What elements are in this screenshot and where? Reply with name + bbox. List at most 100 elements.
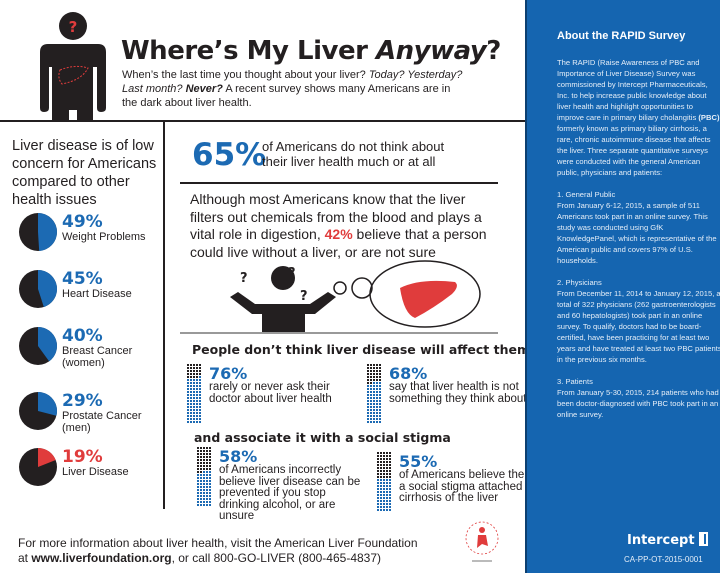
dot [196,367,198,369]
dot [380,479,382,481]
dot [206,492,208,494]
dot [376,382,378,384]
dot [377,476,379,478]
dot [190,385,192,387]
dot [209,468,211,470]
dot [383,467,385,469]
dot [367,379,369,381]
dot [193,421,195,423]
dot [386,461,388,463]
dot [389,500,391,502]
dot [199,376,201,378]
dot [190,382,192,384]
dot [370,400,372,402]
dot [190,379,192,381]
dot [379,421,381,423]
dot [203,447,205,449]
dot [209,450,211,452]
dot [203,450,205,452]
dot [187,403,189,405]
dot [379,388,381,390]
dot [203,453,205,455]
dot [386,506,388,508]
dot [380,476,382,478]
dot [193,364,195,366]
dot [187,400,189,402]
dot [376,418,378,420]
dot [187,373,189,375]
dot [197,489,199,491]
dot [190,403,192,405]
dot [377,494,379,496]
dot [200,498,202,500]
dot [206,453,208,455]
dot [197,483,199,485]
dot [206,477,208,479]
dot [377,467,379,469]
pie-item: 40% Breast Cancer (women) [18,326,163,370]
dot [196,400,198,402]
dot [187,412,189,414]
dot [380,458,382,460]
dot [370,385,372,387]
footer-info: For more information about liver health,… [18,536,418,565]
dot [377,455,379,457]
dot [196,421,198,423]
dot [370,412,372,414]
dot [190,412,192,414]
dot [203,504,205,506]
sidebar-body: The RAPID (Raise Awareness of PBC and Im… [557,57,720,431]
dot [196,409,198,411]
dot [367,373,369,375]
dot [383,464,385,466]
pie-chart [19,448,57,486]
dot [373,376,375,378]
dot [193,376,195,378]
dot [373,421,375,423]
dot [203,489,205,491]
dot [383,503,385,505]
dot [370,406,372,408]
dot [196,376,198,378]
dot [206,498,208,500]
dot [187,382,189,384]
big-stat-text: of Americans do not think about their li… [262,139,445,169]
dot [379,385,381,387]
dot [209,477,211,479]
dot [379,412,381,414]
dot [197,447,199,449]
dot [376,385,378,387]
dot [193,382,195,384]
heading-stigma: and associate it with a social stigma [194,430,451,445]
dot [379,367,381,369]
dot [196,415,198,417]
dot [389,476,391,478]
dot [376,370,378,372]
dot [370,415,372,417]
dot [200,489,202,491]
dot [377,485,379,487]
pie-chart [19,213,58,251]
page-title: Where’s My Liver Anyway? [121,36,501,66]
dot [187,421,189,423]
svg-text:?: ? [69,18,78,36]
dot [203,465,205,467]
dot [190,406,192,408]
pie-item: 29% Prostate Cancer (men) [18,391,163,435]
dot [193,388,195,390]
foundation-link[interactable]: www.liverfoundation.org [31,551,172,565]
dot [187,379,189,381]
dot [209,474,211,476]
dot [197,486,199,488]
dot [386,464,388,466]
pie-chart [19,270,57,308]
dot [379,376,381,378]
dot [200,486,202,488]
dot [389,506,391,508]
dot [389,470,391,472]
pie-label: Prostate Cancer (men) [62,410,142,434]
american-liver-foundation-logo [465,521,499,562]
dot [389,509,391,511]
document-code: CA-PP-OT-2015-0001 [624,555,703,564]
dot [193,385,195,387]
